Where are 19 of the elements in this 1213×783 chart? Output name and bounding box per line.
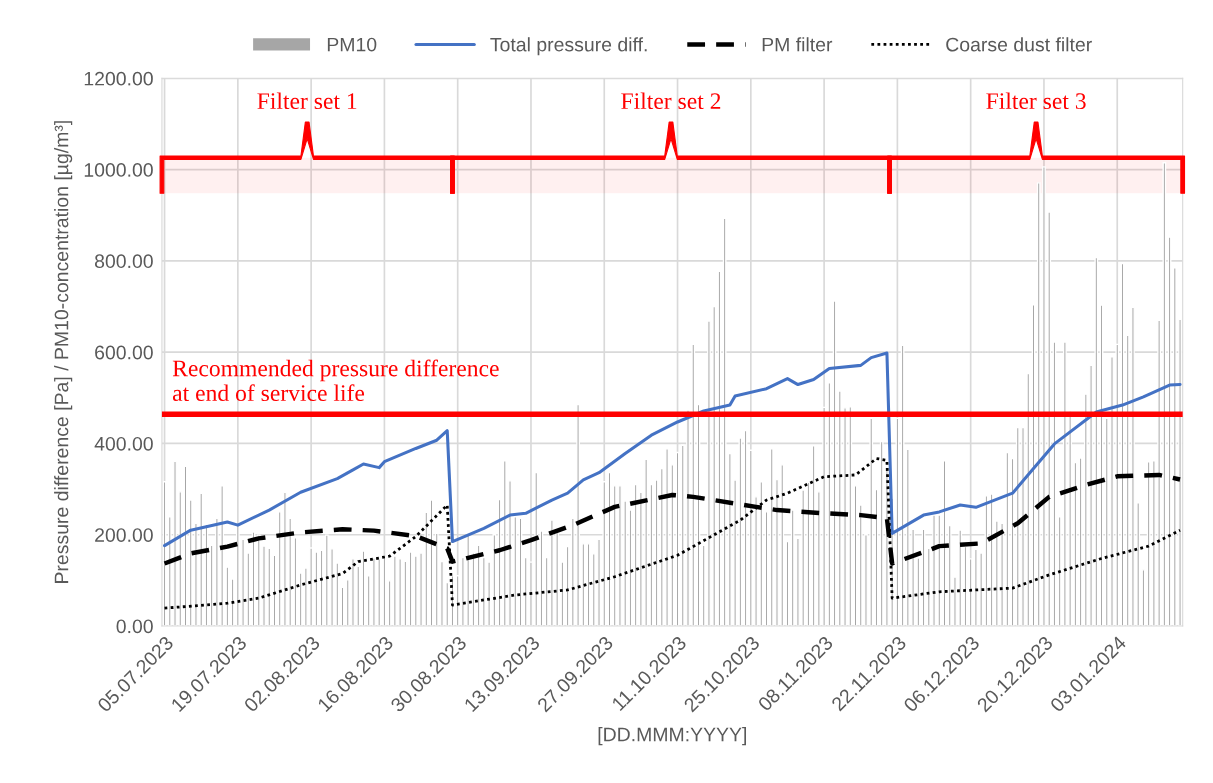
legend-label: PM filter (762, 37, 833, 52)
band-label: Filter set 3 (986, 92, 1086, 110)
y-tick-label: 400.00 (94, 436, 153, 451)
y-tick-label: 800.00 (94, 254, 153, 269)
x-axis-title: [DD.MMM:YYYY] (598, 727, 746, 746)
band-label: Filter set 2 (621, 92, 721, 110)
legend-label: Total pressure diff. (490, 37, 647, 56)
line-series (163, 457, 1182, 610)
y-tick-label: 600.00 (95, 345, 153, 360)
y-axis-title: Pressure difference [Pa] / PM10-concentration [µg/m³] (54, 121, 73, 583)
ref-line-label: Recommended pressure difference at end of service life (172, 359, 499, 402)
band-label: Filter set 1 (257, 92, 357, 110)
y-tick-label: 0.00 (116, 619, 153, 634)
line-series (163, 351, 1182, 548)
y-tick-label: 1200.00 (84, 71, 153, 86)
legend-label: Coarse dust filter (946, 37, 1092, 52)
y-tick-label: 200.00 (95, 528, 153, 542)
legend-label: PM10 (327, 37, 377, 52)
y-tick-label: 1000.00 (84, 163, 153, 177)
